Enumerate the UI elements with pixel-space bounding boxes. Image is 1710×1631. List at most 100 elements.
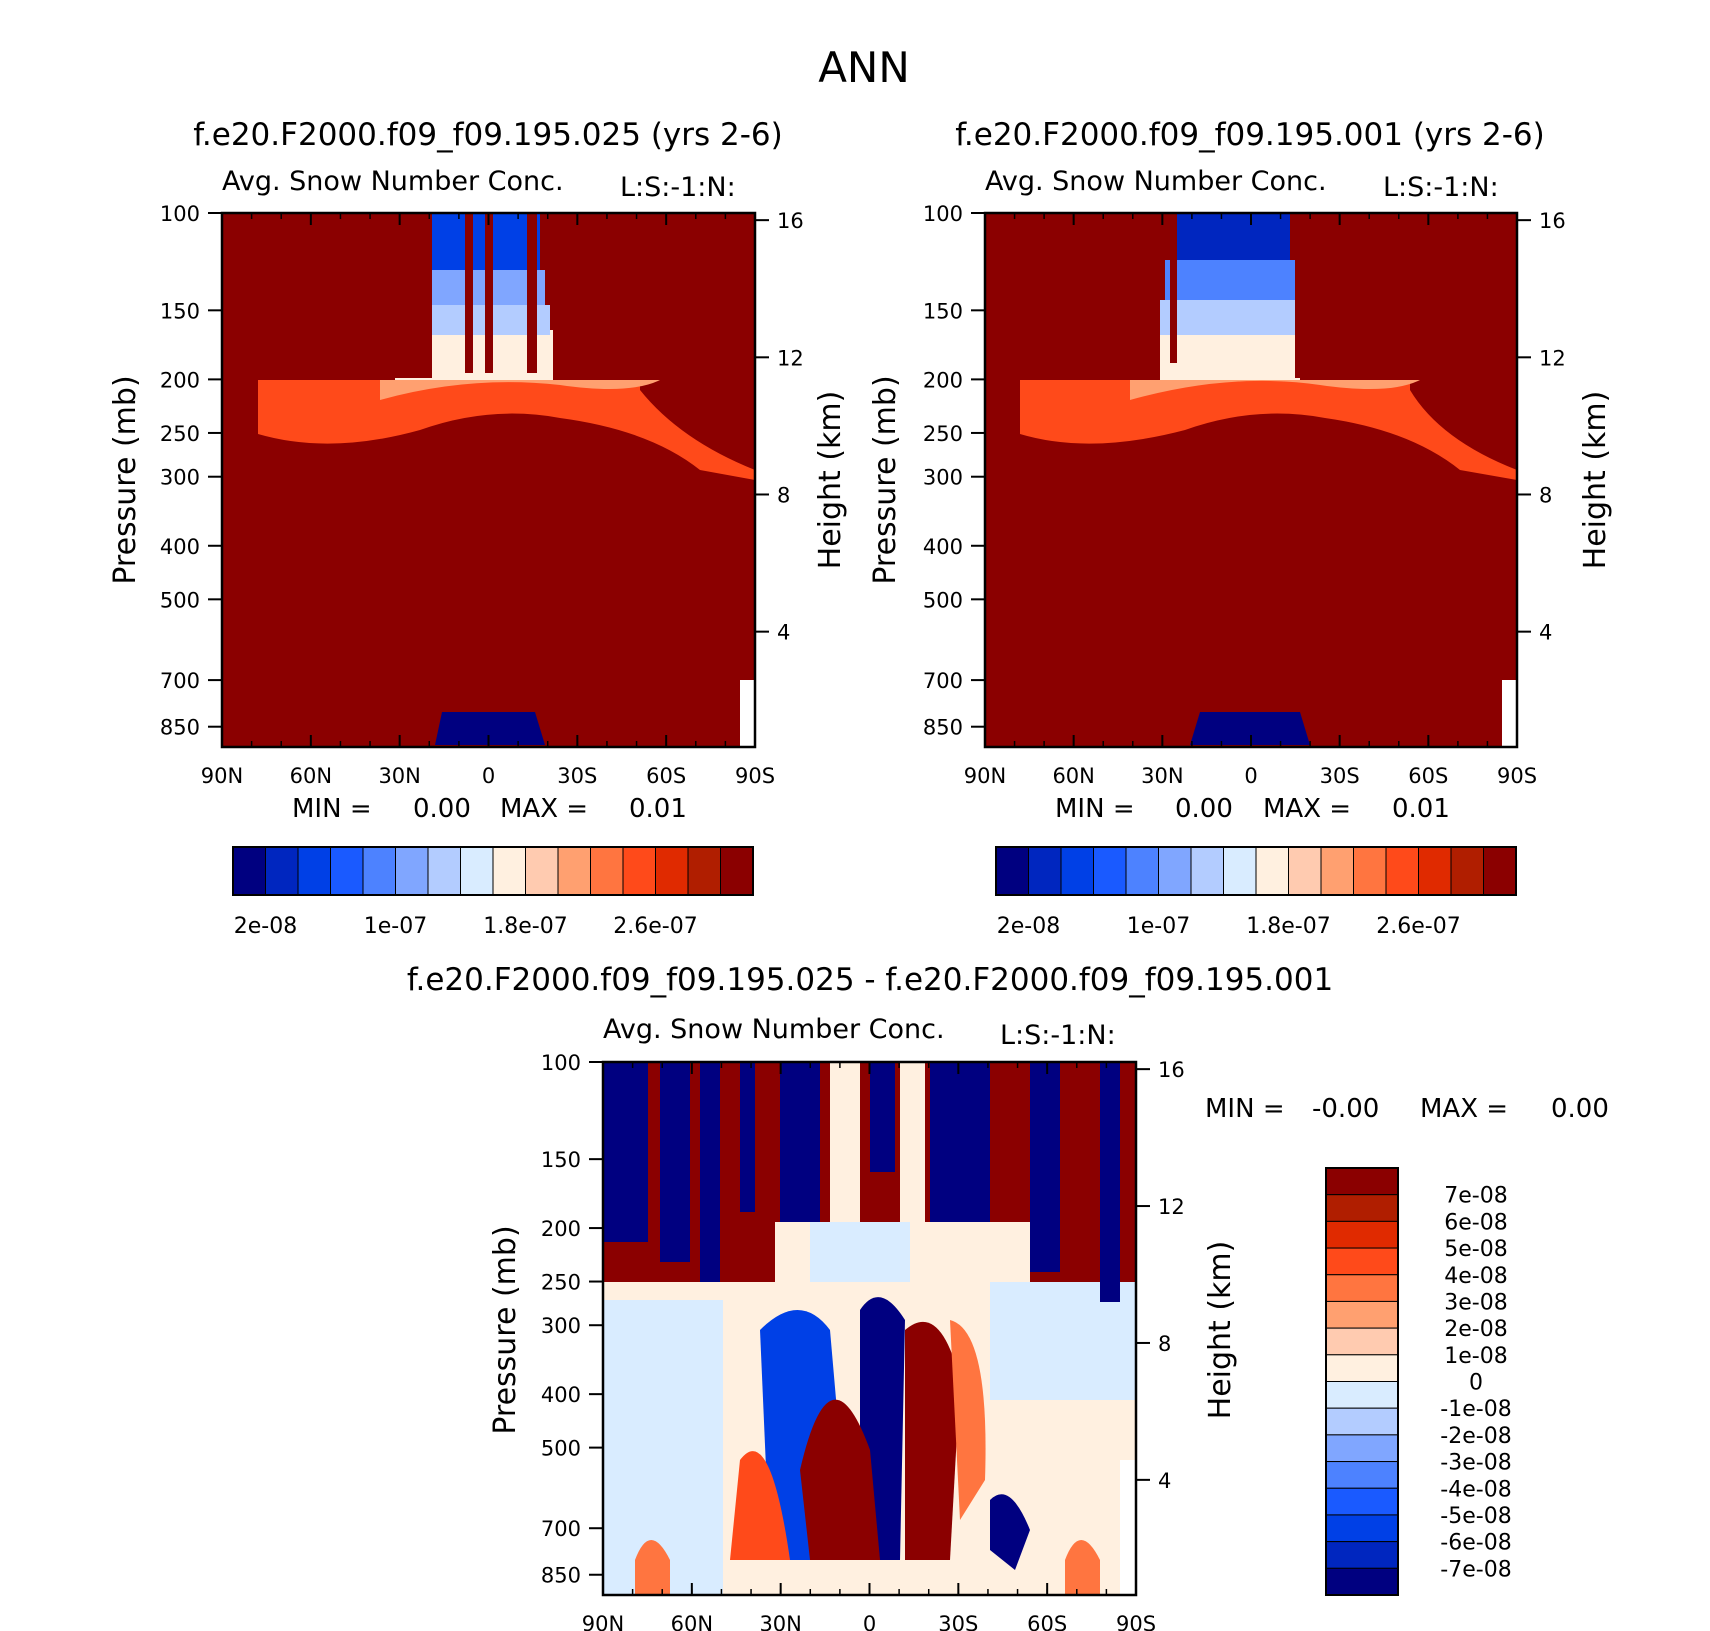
colorbar-swatch [1450,846,1484,896]
x-tick-label: 90N [201,764,243,788]
colorbar-swatch [1325,1381,1399,1409]
colorbar-label: -3e-08 [1440,1451,1511,1476]
contour-fill [603,1062,1136,1595]
axes: 90N 60N 30N 0 30S 60S 90S 100 150 200 250 300 400 500… [160,202,804,788]
y-axis-label: Pressure (mb) [108,375,143,584]
colorbar-swatch [687,846,721,896]
colorbar-swatch [1093,846,1127,896]
y-tick-label: 200 [160,368,200,392]
fill-red-block [1295,213,1517,378]
fill-surface-orange-right [1065,1540,1100,1595]
y-tick-label: 500 [923,588,963,612]
fill-white-edge [1120,1460,1136,1595]
y-tick-label: 850 [160,716,200,740]
colorbar-swatch [1288,846,1322,896]
x-tick-label: 60N [1052,764,1094,788]
y-tick-label: 150 [160,299,200,323]
fill-red-strip-1 [1150,213,1158,373]
colorbar-swatch [232,846,266,896]
y-tick-label: 200 [923,368,963,392]
y2-tick-label: 16 [1158,1058,1185,1082]
y-axis-label: Pressure (mb) [868,375,903,584]
colorbar-swatch [1483,846,1517,896]
fill-surface-light [820,1560,910,1595]
colorbar-swatch [297,846,331,896]
panel-subtitle: Avg. Snow Number Conc. [985,166,1327,197]
colorbar-swatch [1325,1300,1399,1329]
colorbar-swatch [1325,1434,1399,1463]
x-tick-label: 90S [735,764,775,788]
fill-blue-low [410,305,550,335]
y2-tick-label: 12 [1539,346,1566,370]
colorbar-label: 2.6e-07 [613,914,697,939]
colorbar-swatch [427,846,461,896]
y2-tick-label: 8 [777,483,790,507]
fill-strat-blue-7 [930,1062,990,1232]
fill-trop-orange-left [730,1451,790,1560]
y2-tick-label: 16 [1539,209,1566,233]
colorbar: 2e-08 1e-07 1.8e-07 2.6e-07 [232,846,754,939]
x-tick-label: 90N [582,1612,624,1631]
colorbar-label: 2e-08 [997,914,1060,939]
x-tick-label: 30N [759,1612,801,1631]
y2-tick-label: 4 [777,621,790,645]
colorbar-label: 2.6e-07 [1376,914,1460,939]
x-tick-label: 60S [1408,764,1448,788]
panel-subtitle: Avg. Snow Number Conc. [603,1014,945,1045]
colorbar-swatch [1028,846,1062,896]
y-tick-label: 100 [541,1051,581,1075]
y2-axis-label: Height (km) [1578,391,1613,570]
fill-strat-blue-9 [1100,1062,1120,1302]
fill-strat-blue-5 [780,1062,820,1222]
colorbar-swatch [1325,1567,1399,1596]
fill-orange-band [258,380,755,480]
y-axis-label: Pressure (mb) [488,1225,523,1434]
panel-difference: f.e20.F2000.f09_f09.195.025 - f.e20.F200… [407,962,1609,1631]
x-tick-label: 0 [1244,764,1257,788]
x-tick-label: 30N [1141,764,1183,788]
max-label: MAX = [1263,794,1351,824]
min-label: MIN = [1055,794,1135,824]
x-tick-label: 90N [964,764,1006,788]
colorbar-swatch [330,846,364,896]
y-tick-label: 250 [160,422,200,446]
x-tick-label: 60N [290,764,332,788]
axes: 90N 60N 30N 0 30S 60S 90S 100 150 200 250 300 400 500… [541,1051,1185,1631]
fill-red-strip-2 [1170,213,1177,363]
y2-tick-label: 8 [1158,1332,1171,1356]
fill-blue-mid [1165,260,1295,305]
colorbar-swatch [557,846,591,896]
fill-blue-mid [420,270,545,310]
colorbar-label: -4e-08 [1440,1477,1511,1502]
fill-red-strip-3 [527,213,537,373]
max-value: 0.00 [1551,1094,1609,1124]
x-tick-label: 30N [378,764,420,788]
colorbar-swatch [1325,1220,1399,1249]
panel-subtitle: Avg. Snow Number Conc. [222,166,564,197]
y-tick-label: 400 [923,535,963,559]
colorbar-swatch [995,846,1029,896]
y-tick-label: 100 [160,202,200,226]
fill-strat-light-2 [900,1062,925,1222]
min-value: 0.00 [1175,794,1233,824]
fill-red-strip-2 [485,213,493,373]
colorbar-label: 1e-07 [1127,914,1190,939]
fill-white-edge [1502,680,1517,747]
min-label: MIN = [1205,1094,1285,1124]
x-tick-label: 30S [557,764,597,788]
colorbar-swatch [1325,1194,1399,1222]
colorbar-swatch [460,846,494,896]
fill-red-strip-1 [465,213,473,373]
colorbar-swatch [1325,1514,1399,1543]
colorbar-swatch [1325,1354,1399,1382]
colorbar-swatch [362,846,396,896]
colorbar-label: 4e-08 [1444,1264,1507,1289]
fill-lower-blue [990,1494,1030,1570]
min-value: 0.00 [413,794,471,824]
colorbar-label: 1.8e-07 [1246,914,1330,939]
fill-blue-surface [435,712,545,745]
colorbar-swatch [1353,846,1387,896]
colorbar-label: -5e-08 [1440,1504,1511,1529]
max-value: 0.01 [1392,794,1450,824]
y-tick-label: 700 [541,1517,581,1541]
